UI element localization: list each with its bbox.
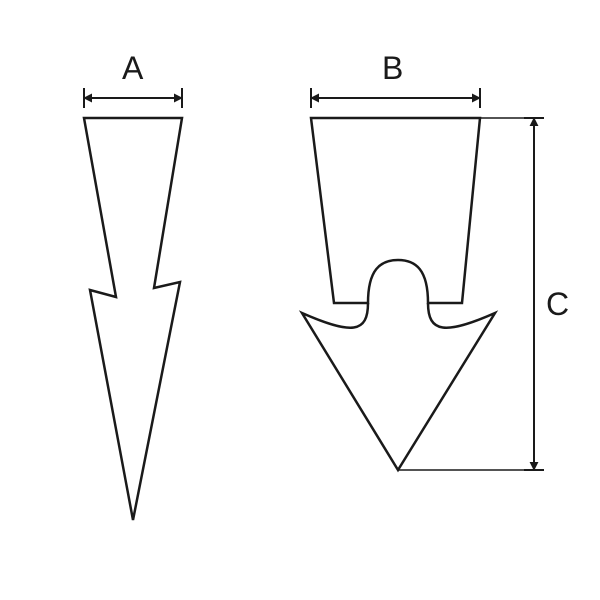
shape-wide-arrow-body xyxy=(311,118,480,303)
label-c: C xyxy=(546,286,569,323)
label-b: B xyxy=(382,50,403,87)
shape-lightning-bolt xyxy=(84,118,182,520)
diagram-svg xyxy=(0,0,600,600)
label-a: A xyxy=(122,50,143,87)
diagram-canvas: A B C xyxy=(0,0,600,600)
shape-wide-arrow-head xyxy=(302,303,495,470)
